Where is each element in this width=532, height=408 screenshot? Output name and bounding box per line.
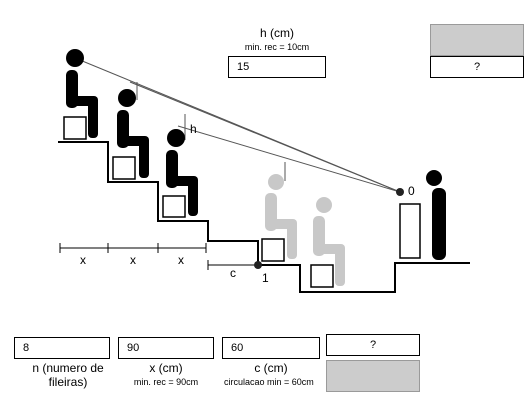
x-min-note: min. rec = 90cm bbox=[133, 377, 199, 387]
point-0-label: 0 bbox=[408, 184, 415, 198]
n-input[interactable]: 8 bbox=[14, 337, 110, 359]
c-min-note: circulacao min = 60cm bbox=[224, 377, 314, 387]
sight-lines bbox=[74, 57, 401, 193]
x-label-3: x bbox=[178, 253, 184, 267]
top-result-display bbox=[430, 24, 524, 56]
bottom-result-field[interactable]: ? bbox=[326, 334, 420, 356]
x-label: x (cm) bbox=[149, 361, 183, 375]
point-0-marker bbox=[396, 188, 404, 196]
spectator-figure-row2 bbox=[112, 89, 149, 180]
c-input[interactable]: 60 bbox=[222, 337, 320, 359]
point-1-marker bbox=[254, 261, 262, 269]
h-input[interactable]: 15 bbox=[228, 56, 326, 78]
spectator-figure-row3 bbox=[162, 129, 198, 218]
point-1-label: 1 bbox=[262, 271, 269, 285]
bottom-result-display bbox=[326, 360, 420, 392]
x-label-1: x bbox=[80, 253, 86, 267]
c-dimension-line bbox=[207, 260, 258, 270]
spectator-figure-row1 bbox=[63, 49, 98, 140]
stepped-floor bbox=[58, 141, 470, 293]
ghost-figure-row5 bbox=[310, 197, 345, 288]
ghost-figure-row4 bbox=[261, 174, 297, 262]
top-result-field[interactable]: ? bbox=[430, 56, 524, 78]
x-input[interactable]: 90 bbox=[118, 337, 214, 359]
x-label-2: x bbox=[130, 253, 136, 267]
h-min-note: min. rec = 10cm bbox=[244, 42, 310, 52]
c-label: c bbox=[230, 266, 236, 280]
c-label: c (cm) bbox=[254, 361, 288, 375]
n-label: n (numero de fileiras) bbox=[32, 361, 104, 389]
h-title: h (cm) bbox=[260, 26, 294, 40]
stage-performer bbox=[399, 170, 446, 260]
x-dimension-line bbox=[59, 243, 207, 253]
h-dimension-label: h bbox=[190, 122, 197, 136]
